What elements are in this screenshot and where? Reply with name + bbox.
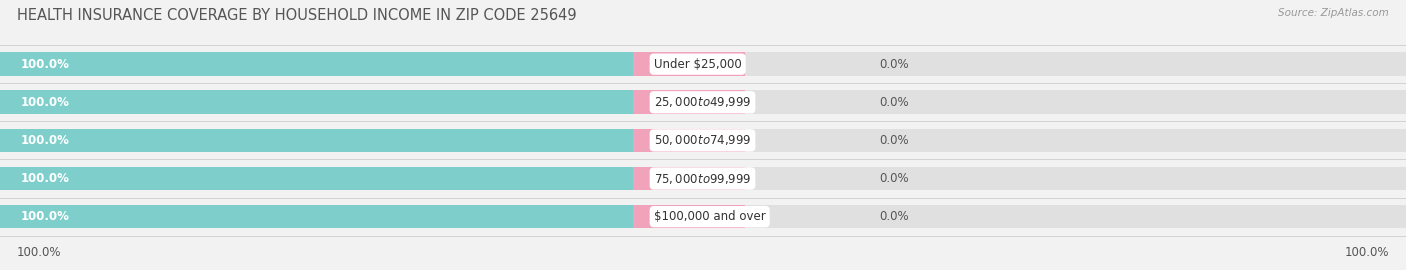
Bar [0,52,633,76]
Text: 0.0%: 0.0% [879,172,908,185]
Text: 0.0%: 0.0% [879,210,908,223]
Text: $100,000 and over: $100,000 and over [654,210,765,223]
Bar [0,205,633,228]
Text: $50,000 to $74,999: $50,000 to $74,999 [654,133,751,147]
Text: 100.0%: 100.0% [21,134,70,147]
Bar [0,90,633,114]
Text: 100.0%: 100.0% [21,210,70,223]
Bar [633,129,745,152]
Bar [0,129,633,152]
Text: 100.0%: 100.0% [17,246,62,259]
Bar [633,205,745,228]
Bar [0,52,1406,76]
Text: HEALTH INSURANCE COVERAGE BY HOUSEHOLD INCOME IN ZIP CODE 25649: HEALTH INSURANCE COVERAGE BY HOUSEHOLD I… [17,8,576,23]
Text: 0.0%: 0.0% [879,96,908,109]
Bar [0,167,633,190]
Text: 100.0%: 100.0% [21,172,70,185]
Text: Under $25,000: Under $25,000 [654,58,741,71]
Text: 100.0%: 100.0% [21,96,70,109]
Text: 100.0%: 100.0% [21,58,70,71]
Bar [0,205,1406,228]
Bar [633,167,745,190]
Text: 100.0%: 100.0% [1344,246,1389,259]
Text: 0.0%: 0.0% [879,58,908,71]
Bar [633,90,745,114]
Text: $75,000 to $99,999: $75,000 to $99,999 [654,171,751,185]
Bar [633,52,745,76]
Text: Source: ZipAtlas.com: Source: ZipAtlas.com [1278,8,1389,18]
Bar [0,129,1406,152]
Text: 0.0%: 0.0% [879,134,908,147]
Bar [0,90,1406,114]
Text: $25,000 to $49,999: $25,000 to $49,999 [654,95,751,109]
Bar [0,167,1406,190]
